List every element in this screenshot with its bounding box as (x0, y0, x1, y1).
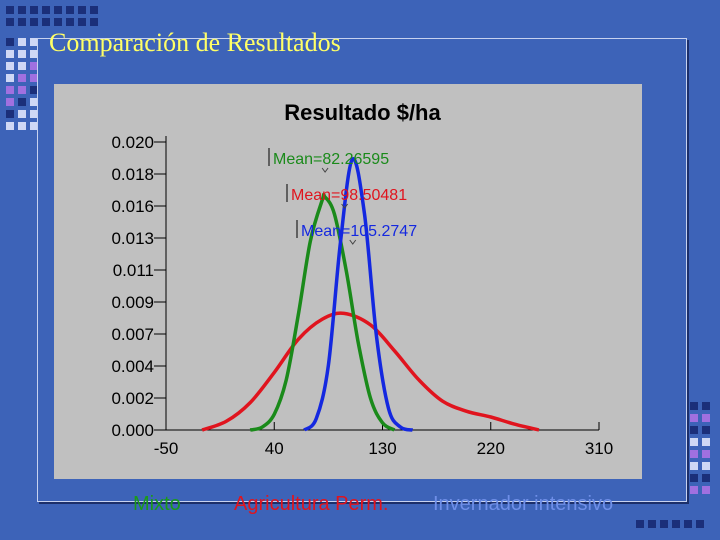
series-line-agricultura-perm (201, 311, 540, 432)
y-tick-label: 0.000 (111, 421, 154, 440)
decor-square (66, 18, 74, 26)
decor-square (30, 50, 38, 58)
decor-square (648, 520, 656, 528)
decor-square (30, 74, 38, 82)
legend-item-agricultura-perm: Agricultura Perm. (234, 493, 389, 515)
decor-square (30, 6, 38, 14)
chart-title: Resultado $/ha (284, 100, 441, 125)
decor-square (30, 38, 38, 46)
decor-square (702, 462, 710, 470)
decor-square (6, 110, 14, 118)
y-tick-label: 0.009 (111, 293, 154, 312)
decor-square (78, 6, 86, 14)
decor-square (6, 38, 14, 46)
decor-square (18, 50, 26, 58)
decor-square (702, 402, 710, 410)
x-tick-label: 220 (477, 439, 505, 458)
decor-square (6, 18, 14, 26)
x-tick-label: 130 (368, 439, 396, 458)
chart-panel: Resultado $/ha 0.020 0.018 0.016 0.013 0.011 0… (54, 84, 642, 479)
decor-square (702, 438, 710, 446)
decor-square (636, 520, 644, 528)
y-tick-label: 0.004 (111, 357, 154, 376)
decor-square (690, 438, 698, 446)
decor-square (30, 122, 38, 130)
y-tick-label: 0.011 (113, 261, 154, 280)
decor-square (690, 402, 698, 410)
decor-square (690, 414, 698, 422)
decor-square (30, 86, 38, 94)
decor-square (90, 18, 98, 26)
y-tick-label: 0.016 (111, 197, 154, 216)
decor-square (18, 122, 26, 130)
decor-square (6, 50, 14, 58)
y-tick-label: 0.007 (111, 325, 154, 344)
decor-square (18, 98, 26, 106)
decor-square (6, 122, 14, 130)
decor-square (684, 520, 692, 528)
x-tick-label: -50 (154, 439, 179, 458)
decor-square (702, 414, 710, 422)
decor-square (6, 86, 14, 94)
decor-square (690, 450, 698, 458)
slide-frame (37, 38, 687, 502)
decor-square (6, 74, 14, 82)
decor-square (30, 110, 38, 118)
decor-square (690, 486, 698, 494)
decor-square (6, 62, 14, 70)
decor-square (702, 486, 710, 494)
y-tick-label: 0.002 (111, 389, 154, 408)
decor-square (54, 6, 62, 14)
mean-annotation: Mean=82.26595 (273, 151, 389, 168)
decor-square (18, 6, 26, 14)
decor-square (702, 474, 710, 482)
slide-title: Comparación de Resultados (49, 28, 341, 57)
series-line-mixto (249, 192, 396, 432)
decor-square (672, 520, 680, 528)
decor-square (18, 62, 26, 70)
decor-square (78, 18, 86, 26)
decor-square (42, 6, 50, 14)
decor-square (6, 6, 14, 14)
decor-square (18, 110, 26, 118)
decor-square (18, 86, 26, 94)
decor-square (90, 6, 98, 14)
decor-square (54, 18, 62, 26)
mean-marker (349, 239, 357, 245)
decor-square (66, 6, 74, 14)
decor-square (660, 520, 668, 528)
decor-square (690, 474, 698, 482)
decor-square (18, 38, 26, 46)
decor-square (6, 98, 14, 106)
chart: Resultado $/ha 0.020 0.018 0.016 0.013 0.011 0… (111, 100, 613, 458)
y-tick-label: 0.018 (111, 165, 154, 184)
series-line-invernador-intensivo (303, 157, 414, 432)
decor-square (18, 18, 26, 26)
decor-square (30, 62, 38, 70)
x-tick-label: 310 (585, 439, 613, 458)
mean-marker (341, 203, 349, 209)
x-tick-label: 40 (265, 439, 284, 458)
y-tick-label: 0.020 (111, 133, 154, 152)
legend-item-mixto: Mixto (133, 493, 181, 515)
mean-annotation: Mean=105.2747 (301, 223, 417, 240)
decor-square (690, 462, 698, 470)
decor-square (690, 426, 698, 434)
decor-square (18, 74, 26, 82)
decor-square (696, 520, 704, 528)
decor-square (42, 18, 50, 26)
decor-square (30, 18, 38, 26)
y-tick-label: 0.013 (111, 229, 154, 248)
mean-annotation: Mean=98.50481 (291, 187, 407, 204)
decor-square (702, 426, 710, 434)
decor-square (702, 450, 710, 458)
legend-item-invernador-intensivo: Invernador intensivo (433, 493, 614, 515)
mean-marker (321, 167, 329, 173)
decor-square (30, 98, 38, 106)
